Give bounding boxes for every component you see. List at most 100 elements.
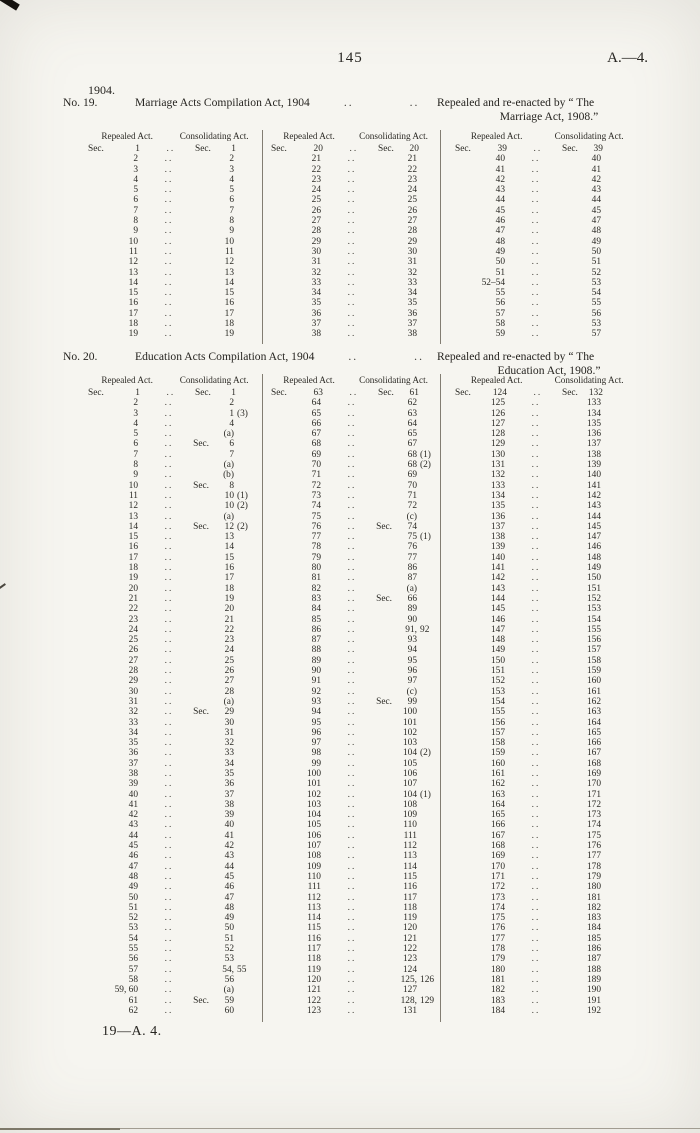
repealed-section-value: 73 [311, 490, 321, 501]
sec-prefix [553, 429, 579, 439]
table-row: 30.. 30 [271, 247, 440, 257]
repealed-section-value: 71 [311, 470, 321, 481]
repealed-section-value: 146 [490, 614, 505, 625]
sec-prefix [553, 748, 579, 758]
sec-prefix [271, 975, 285, 985]
sec-prefix [186, 206, 212, 216]
consolidating-section-value: 67 [407, 439, 417, 450]
consolidating-section-suffix [237, 470, 262, 480]
sec-prefix [369, 625, 395, 635]
column-headers: Repealed Act. Consolidating Act. [88, 130, 262, 144]
sec-prefix [186, 512, 212, 522]
leader-dots: .. [347, 666, 357, 677]
repealed-section-value: 129 [490, 439, 505, 450]
table-row: 129.. 137 [455, 439, 640, 449]
leader-dots: .. [347, 174, 357, 185]
table-row: 27.. 25 [88, 656, 262, 666]
leader-dots: .. [164, 439, 174, 450]
consolidating-section-value: 26 [224, 666, 234, 677]
table-row: 55.. 54 [455, 288, 640, 298]
leader-dots: .. [531, 985, 541, 996]
sec-prefix [186, 409, 212, 419]
leader-dots: .. [164, 329, 174, 340]
sec-prefix [88, 439, 102, 449]
sec-prefix [553, 759, 579, 769]
leader-dots: .. [164, 429, 174, 440]
table-row: 52.. 49 [88, 913, 262, 923]
table-row: 153.. 161 [455, 687, 640, 697]
consolidating-section-suffix [237, 934, 262, 944]
consolidating-section-value: 24 [407, 185, 417, 196]
running-head: 145 A.—4. [0, 50, 700, 70]
sec-prefix [186, 288, 212, 298]
repealed-section-value: 126 [490, 408, 505, 419]
sec-prefix [455, 419, 469, 429]
sec-prefix [553, 584, 579, 594]
consolidating-section-value: 155 [586, 624, 601, 635]
consolidating-section-suffix [420, 903, 440, 913]
sec-prefix [553, 697, 579, 707]
repealed-section-value: 109 [306, 861, 321, 872]
sec-prefix [553, 965, 579, 975]
sec-prefix [88, 635, 102, 645]
table-row: 59.. 57 [455, 329, 640, 339]
sec-prefix [186, 728, 212, 738]
leader-dots: .. [164, 573, 174, 584]
sec-prefix [271, 635, 285, 645]
sec-prefix [186, 195, 212, 205]
leader-dots: .. [531, 974, 541, 985]
consolidating-section-suffix [604, 532, 640, 542]
table-row: 72.. 70 [271, 481, 440, 491]
table-row: 56.. 53 [88, 954, 262, 964]
consolidating-section-suffix [420, 656, 440, 666]
sec-prefix [369, 934, 395, 944]
consolidating-section-value: 62 [407, 398, 417, 409]
sec-prefix [553, 481, 579, 491]
table-row: 31.. 31 [271, 257, 440, 267]
sec-prefix [553, 862, 579, 872]
repealed-section-value: 102 [306, 789, 321, 800]
leader-dots: .. [164, 398, 174, 409]
consolidating-section-suffix [237, 985, 262, 995]
table-row: 56.. 55 [455, 298, 640, 308]
consolidating-section-value: 104 [402, 748, 417, 759]
leader-dots: .. [531, 542, 541, 553]
table-row: 140.. 148 [455, 553, 640, 563]
column-group: Repealed Act. Consolidating Act. Sec. 39.. S… [440, 130, 640, 344]
table-row: 157.. 165 [455, 728, 640, 738]
consolidating-section-suffix [237, 553, 262, 563]
table-row: 177.. 185 [455, 934, 640, 944]
sec-prefix [455, 748, 469, 758]
consolidating-section-suffix [237, 996, 262, 1006]
sec-prefix [88, 542, 102, 552]
consolidating-section-value: 8 [229, 480, 234, 491]
leader-dots: .. [347, 277, 357, 288]
leader-dots: .. [164, 563, 174, 574]
table-row: 61.. Sec. 59 [88, 996, 262, 1006]
scan-bottom-line [0, 1128, 700, 1129]
consolidating-section-suffix [420, 185, 440, 195]
consolidating-section-suffix [604, 944, 640, 954]
column-group: Repealed Act. Consolidating Act. Sec. 1.. Se… [80, 374, 262, 1022]
consolidating-section-suffix [237, 288, 262, 298]
consolidating-section-suffix [422, 388, 440, 398]
consolidating-section-suffix [237, 903, 262, 913]
sec-prefix [553, 645, 579, 655]
sec-prefix [369, 247, 395, 257]
sec-prefix: Sec. [193, 995, 209, 1006]
leader-dots: .. [531, 810, 541, 821]
table-row: 93.. Sec. 99 [271, 697, 440, 707]
table-row: 14.. 14 [88, 278, 262, 288]
consolidating-section-suffix [420, 676, 440, 686]
repealed-section-value: 139 [490, 542, 505, 553]
consolidating-section-value: 109 [402, 810, 417, 821]
leader-dots: .. [349, 144, 359, 154]
repealed-section-value: 168 [490, 841, 505, 852]
sec-prefix [553, 820, 579, 830]
consolidating-section-suffix [420, 872, 440, 882]
table-row: 65.. 63 [271, 409, 440, 419]
leader-dots: .. [347, 799, 357, 810]
consolidating-section-suffix [604, 165, 640, 175]
repealed-section-value: 53 [128, 923, 138, 934]
sec-prefix [88, 175, 102, 185]
